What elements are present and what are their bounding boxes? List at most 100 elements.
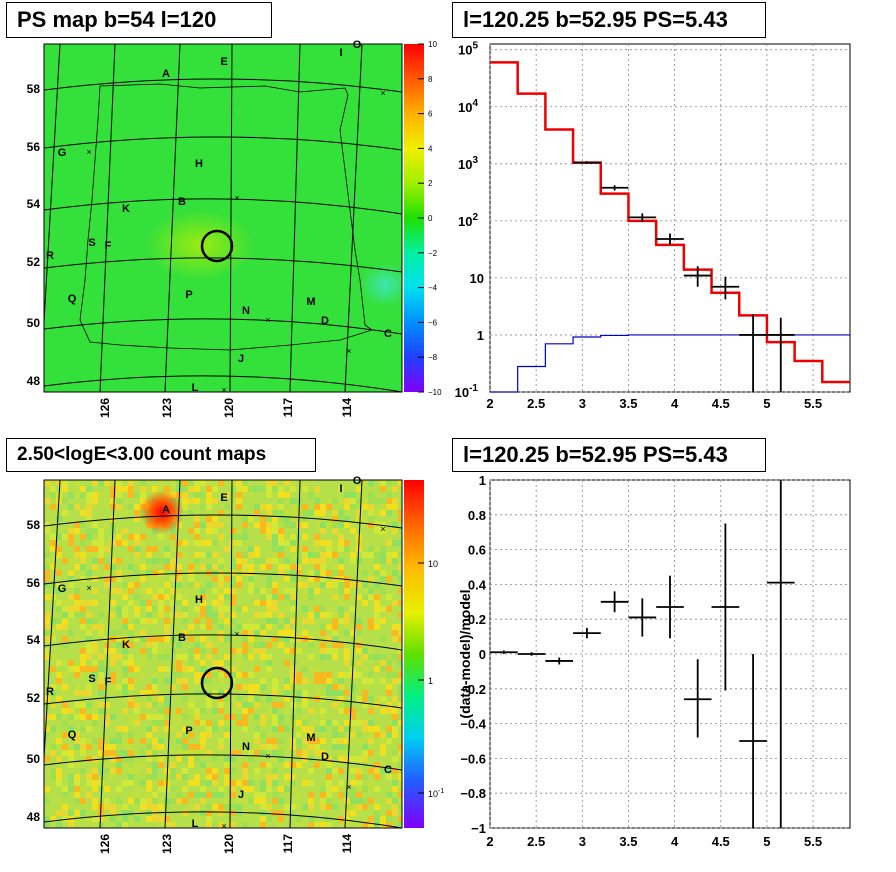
count-pixel (62, 612, 68, 618)
count-pixel (152, 582, 158, 588)
count-pixel (308, 612, 314, 618)
count-pixel (314, 534, 320, 540)
count-pixel (236, 702, 242, 708)
count-pixel (206, 690, 212, 696)
count-pixel (116, 726, 122, 732)
count-pixel (116, 588, 122, 594)
count-pixel (272, 756, 278, 762)
count-pixel (122, 486, 128, 492)
count-pixel (386, 810, 392, 816)
source-label-q: Q (68, 293, 77, 305)
count-pixel (362, 666, 368, 672)
count-pixel (74, 480, 80, 486)
count-pixel (380, 498, 386, 504)
count-pixel (194, 534, 200, 540)
count-pixel (206, 552, 212, 558)
count-pixel (44, 750, 50, 756)
count-pixel (170, 684, 176, 690)
count-pixel (152, 798, 158, 804)
count-pixel (128, 624, 134, 630)
count-pixel (386, 660, 392, 666)
count-pixel (326, 570, 332, 576)
count-pixel (134, 504, 140, 510)
count-pixel (308, 726, 314, 732)
tr-title: l=120.25 b=52.95 PS=5.43 (452, 2, 766, 38)
count-pixel (80, 726, 86, 732)
count-pixel (146, 714, 152, 720)
count-pixel (266, 780, 272, 786)
count-pixel (110, 492, 116, 498)
count-pixel (374, 552, 380, 558)
count-pixel (248, 516, 254, 522)
count-pixel (74, 690, 80, 696)
count-pixel (80, 654, 86, 660)
count-pixel (200, 552, 206, 558)
count-pixel (104, 570, 110, 576)
count-pixel (92, 786, 98, 792)
count-pixel (104, 522, 110, 528)
count-pixel (116, 732, 122, 738)
count-pixel (344, 756, 350, 762)
count-pixel (50, 504, 56, 510)
count-pixel (44, 522, 50, 528)
count-pixel (368, 678, 374, 684)
count-pixel (260, 642, 266, 648)
count-pixel (68, 576, 74, 582)
count-pixel (398, 528, 402, 534)
count-pixel (122, 540, 128, 546)
count-pixel (182, 768, 188, 774)
count-pixel (392, 750, 398, 756)
count-pixel (368, 780, 374, 786)
count-pixel (212, 690, 218, 696)
count-pixel (314, 612, 320, 618)
count-pixel (74, 552, 80, 558)
count-pixel (356, 486, 362, 492)
x-tick-label: 2 (486, 834, 493, 849)
count-pixel (380, 588, 386, 594)
count-pixel (206, 624, 212, 630)
count-pixel (362, 582, 368, 588)
count-pixel (386, 666, 392, 672)
count-pixel (368, 594, 374, 600)
count-pixel (254, 702, 260, 708)
count-pixel (368, 492, 374, 498)
count-pixel (266, 510, 272, 516)
count-pixel (62, 636, 68, 642)
count-pixel (272, 690, 278, 696)
count-pixel (260, 804, 266, 810)
count-pixel (326, 672, 332, 678)
count-pixel (230, 804, 236, 810)
count-pixel (392, 636, 398, 642)
source-label-d: D (321, 751, 329, 763)
count-pixel (368, 726, 374, 732)
count-pixel (98, 480, 104, 486)
count-pixel (224, 606, 230, 612)
colorbar-tick-label: 2 (428, 179, 433, 188)
count-pixel (194, 492, 200, 498)
count-pixel (110, 762, 116, 768)
count-pixel (362, 822, 368, 828)
count-pixel (134, 552, 140, 558)
count-pixel (44, 570, 50, 576)
count-pixel (92, 540, 98, 546)
lat-line (44, 136, 402, 151)
count-pixel (248, 672, 254, 678)
count-pixel (374, 564, 380, 570)
count-pixel (272, 522, 278, 528)
count-pixel (164, 654, 170, 660)
count-pixel (92, 768, 98, 774)
count-pixel (314, 546, 320, 552)
lon-tick-label: 120 (222, 834, 236, 854)
count-pixel (218, 588, 224, 594)
count-pixel (380, 666, 386, 672)
count-pixel (302, 606, 308, 612)
count-pixel (98, 684, 104, 690)
count-pixel (368, 798, 374, 804)
count-pixel (266, 786, 272, 792)
count-pixel (386, 504, 392, 510)
count-pixel (266, 504, 272, 510)
count-pixel (92, 564, 98, 570)
count-pixel (278, 552, 284, 558)
count-pixel (56, 660, 62, 666)
count-pixel (242, 636, 248, 642)
